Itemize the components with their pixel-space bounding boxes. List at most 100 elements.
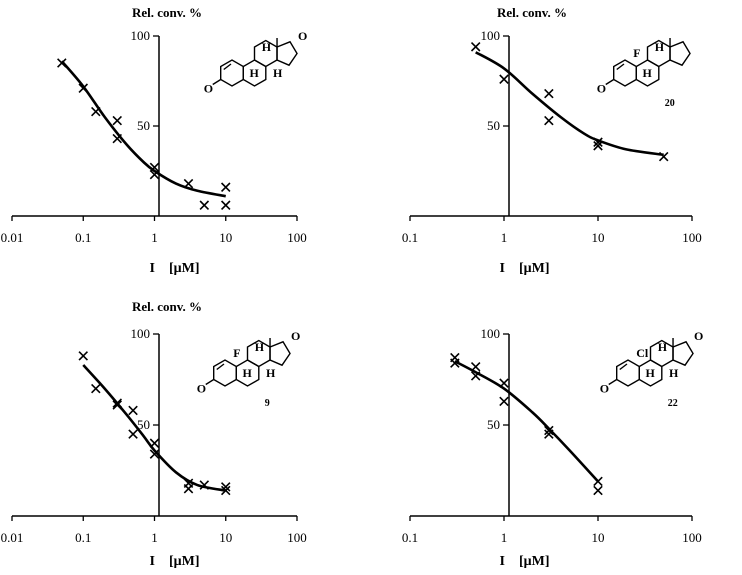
x-tick-label: 0.1 — [75, 230, 91, 245]
atom-label: H — [262, 40, 272, 54]
y-tick-label: 100 — [481, 28, 501, 43]
data-point-stroke — [149, 169, 160, 180]
data-point-stroke — [112, 398, 123, 408]
atom-label: O — [694, 329, 703, 343]
data-point — [544, 425, 554, 436]
data-point-stroke — [220, 182, 231, 192]
data-point-stroke — [220, 485, 231, 496]
data-point — [220, 482, 231, 492]
data-point-stroke — [112, 400, 123, 410]
data-point-stroke — [57, 58, 67, 68]
x-tick-label: 100 — [287, 530, 307, 545]
data-point — [183, 178, 194, 189]
x-axis-label-unit: [μM] — [169, 554, 199, 569]
data-point — [499, 378, 509, 388]
data-point-stroke — [544, 115, 554, 126]
carbonyl-bond — [212, 78, 222, 86]
x-axis-label-variable: I — [500, 261, 505, 276]
x-axis-label-unit: [μM] — [519, 554, 549, 569]
data-point — [183, 483, 194, 494]
data-point-stroke — [544, 425, 554, 436]
data-point — [593, 137, 603, 147]
data-point-stroke — [658, 151, 669, 162]
data-point — [470, 42, 481, 52]
x-tick-label: 1 — [501, 230, 508, 245]
atom-label: O — [204, 82, 213, 96]
data-point — [593, 476, 603, 487]
carbonyl-bond — [205, 378, 215, 386]
data-point-stroke — [499, 74, 509, 84]
atom-label: O — [197, 382, 206, 396]
x-tick-label: 0.1 — [402, 230, 418, 245]
chart-panel-top-left: 0.01 0.1 1 10 100 50 100 Rel. conv. % I [μM] O O HH H — [1, 5, 308, 276]
fit-curve — [454, 360, 599, 483]
data-point — [199, 480, 210, 490]
y-axis-label: Rel. conv. % — [132, 299, 202, 314]
data-point — [91, 383, 101, 394]
data-point — [470, 361, 481, 372]
data-point-stroke — [593, 476, 603, 487]
data-point — [149, 169, 160, 180]
carbonyl-bond — [605, 78, 615, 86]
atom-label: H — [273, 66, 283, 80]
atom-label: Cl — [636, 346, 649, 360]
steroid-structure: O O HH H — [204, 29, 308, 96]
data-point-stroke — [112, 115, 123, 126]
data-point — [149, 438, 160, 448]
ring-d — [276, 40, 298, 67]
x-tick-label: 100 — [682, 230, 702, 245]
data-point — [128, 429, 138, 439]
data-point-stroke — [593, 137, 603, 147]
x-axis-label-unit: [μM] — [169, 261, 199, 276]
ring-a — [616, 359, 640, 387]
atom-label: H — [255, 340, 265, 354]
data-point — [78, 351, 89, 361]
data-point-stroke — [593, 141, 603, 151]
x-tick-label: 100 — [682, 530, 702, 545]
ring-a — [613, 59, 637, 87]
data-point-stroke — [149, 162, 160, 173]
data-point-stroke — [220, 200, 231, 210]
double-bond — [616, 63, 625, 71]
data-point — [128, 405, 138, 416]
y-tick-label: 50 — [487, 417, 500, 432]
x-tick-label: 10 — [592, 230, 605, 245]
ring-d — [669, 40, 691, 67]
data-point-stroke — [470, 361, 481, 372]
data-point — [593, 485, 603, 496]
x-tick-label: 1 — [501, 530, 508, 545]
data-point-stroke — [499, 396, 509, 407]
data-point-stroke — [91, 383, 101, 394]
data-point-stroke — [470, 42, 481, 52]
data-point-stroke — [91, 106, 101, 117]
data-point — [544, 429, 554, 439]
data-point-stroke — [183, 483, 194, 494]
fit-curve — [82, 364, 226, 492]
data-point-stroke — [112, 133, 123, 144]
data-point-stroke — [128, 405, 138, 416]
compound-number: 22 — [668, 398, 678, 409]
atom-label: H — [669, 366, 679, 380]
x-tick-label: 0.1 — [402, 530, 418, 545]
ring-d — [269, 340, 291, 367]
data-point — [220, 182, 231, 192]
data-point — [658, 151, 669, 162]
x-axis-label-variable: I — [150, 554, 155, 569]
atom-label: H — [250, 66, 260, 80]
y-tick-label: 100 — [481, 326, 501, 341]
atom-label: H — [243, 366, 253, 380]
data-point — [450, 358, 460, 368]
data-point — [544, 115, 554, 126]
x-tick-label: 1 — [151, 530, 158, 545]
data-point — [199, 200, 210, 210]
y-tick-label: 100 — [131, 326, 151, 341]
data-point — [470, 371, 481, 381]
data-point-stroke — [593, 485, 603, 496]
y-axis-label: Rel. conv. % — [497, 5, 567, 20]
data-point-stroke — [544, 88, 554, 99]
x-axis-label-unit: [μM] — [519, 261, 549, 276]
atom-label: H — [658, 340, 668, 354]
x-axis-label-variable: I — [150, 261, 155, 276]
data-point — [57, 58, 67, 68]
chart-panel-bottom-right: 0.1 1 10 100 50 100 I [μM] O O Cl HH H 22 — [402, 326, 704, 569]
